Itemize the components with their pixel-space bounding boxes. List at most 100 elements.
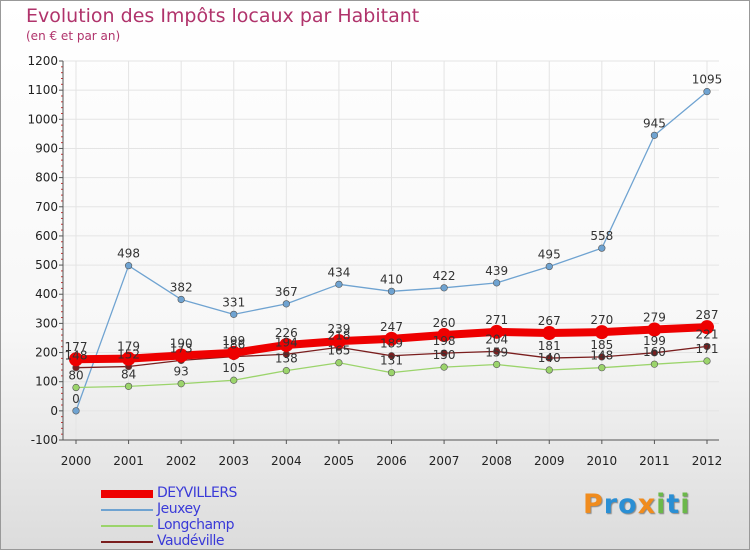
x-tick-label: 2007 bbox=[429, 454, 460, 468]
data-point bbox=[282, 300, 290, 308]
data-point bbox=[703, 88, 711, 96]
legend-label-deyvillers: DEYVILLERS bbox=[157, 485, 237, 501]
data-label: 410 bbox=[380, 272, 403, 286]
data-label: 267 bbox=[538, 314, 561, 328]
x-tick-label: 2009 bbox=[534, 454, 565, 468]
data-label: 138 bbox=[275, 352, 298, 366]
y-tick-label: 1100 bbox=[27, 83, 58, 97]
data-label: 131 bbox=[380, 354, 403, 368]
data-label: 185 bbox=[590, 338, 613, 352]
data-point bbox=[703, 342, 711, 351]
data-label: 558 bbox=[590, 229, 613, 243]
data-point bbox=[282, 367, 290, 375]
y-tick-label: -100 bbox=[31, 433, 58, 447]
data-label: 179 bbox=[117, 340, 140, 354]
y-tick-label: 800 bbox=[35, 171, 58, 185]
proxiti-logo: Proxiti bbox=[583, 489, 691, 520]
data-label: 84 bbox=[121, 367, 136, 381]
data-label: 199 bbox=[643, 334, 666, 348]
logo-letter: i bbox=[680, 489, 691, 520]
x-tick-label: 2005 bbox=[324, 454, 355, 468]
data-point bbox=[598, 364, 606, 372]
legend-label-longchamp: Longchamp bbox=[157, 517, 235, 533]
chart-title: Evolution des Impôts locaux par Habitant bbox=[26, 5, 420, 27]
logo-letter: x bbox=[637, 489, 657, 520]
data-point bbox=[331, 334, 346, 349]
data-point bbox=[700, 320, 714, 335]
x-tick-label: 2011 bbox=[639, 454, 670, 468]
x-tick-label: 2010 bbox=[587, 454, 618, 468]
data-label: 247 bbox=[380, 320, 403, 334]
series-layer bbox=[69, 88, 714, 415]
data-point bbox=[72, 407, 80, 415]
data-label: 260 bbox=[433, 316, 456, 330]
series-deyvillers bbox=[69, 320, 714, 367]
y-tick-label: 200 bbox=[35, 346, 58, 360]
data-label: 148 bbox=[65, 349, 88, 363]
data-label: 194 bbox=[275, 335, 298, 349]
data-point bbox=[440, 349, 448, 357]
data-point bbox=[72, 383, 80, 392]
data-point bbox=[594, 325, 609, 340]
data-label: 331 bbox=[222, 295, 245, 309]
data-point bbox=[493, 347, 501, 355]
logo-letter: i bbox=[656, 489, 667, 520]
data-label: 80 bbox=[68, 369, 83, 383]
grid bbox=[63, 60, 719, 441]
data-label: 239 bbox=[327, 322, 350, 336]
data-label: 199 bbox=[222, 334, 245, 348]
y-tick-label: 600 bbox=[35, 229, 58, 243]
x-tick-label: 2006 bbox=[376, 454, 407, 468]
data-point bbox=[279, 337, 294, 352]
data-point bbox=[493, 360, 501, 369]
data-point bbox=[598, 353, 606, 361]
data-label: 204 bbox=[485, 332, 508, 346]
data-point bbox=[437, 328, 452, 343]
axes bbox=[59, 60, 719, 444]
data-label: 221 bbox=[696, 327, 719, 341]
data-point bbox=[335, 359, 343, 367]
data-label: 148 bbox=[590, 349, 613, 363]
data-label: 198 bbox=[433, 334, 456, 348]
data-point bbox=[174, 348, 189, 363]
data-point bbox=[387, 369, 396, 377]
data-label: 434 bbox=[327, 265, 350, 279]
data-label: 140 bbox=[538, 351, 561, 365]
data-label: 190 bbox=[170, 336, 193, 350]
data-point bbox=[124, 262, 133, 270]
y-tick-label: 400 bbox=[35, 287, 58, 301]
data-label: 152 bbox=[117, 348, 140, 362]
data-point bbox=[545, 366, 553, 374]
data-label: 382 bbox=[170, 280, 193, 294]
data-label: 189 bbox=[380, 337, 403, 351]
data-point bbox=[226, 345, 241, 360]
y-tick-label: 1200 bbox=[27, 54, 58, 68]
data-label: 279 bbox=[643, 311, 666, 325]
x-tick-label: 2001 bbox=[113, 454, 144, 468]
data-point bbox=[335, 280, 343, 288]
logo-letter: t bbox=[666, 489, 681, 520]
data-point bbox=[545, 262, 553, 271]
legend-swatch-vaudeville bbox=[101, 541, 153, 543]
y-tick-label: 0 bbox=[50, 404, 58, 418]
data-label: 287 bbox=[696, 308, 719, 322]
data-point bbox=[440, 363, 448, 371]
data-label: 177 bbox=[65, 340, 88, 354]
data-label: 439 bbox=[485, 264, 508, 278]
data-label: 270 bbox=[590, 313, 613, 327]
logo-letter: P bbox=[583, 489, 604, 520]
series-longchamp bbox=[72, 357, 711, 392]
data-label: 495 bbox=[538, 248, 561, 262]
data-point bbox=[124, 382, 133, 390]
data-point bbox=[69, 352, 83, 367]
data-point bbox=[440, 284, 448, 292]
data-point bbox=[493, 279, 501, 287]
logo-letter: o bbox=[618, 489, 638, 520]
data-label: 945 bbox=[643, 116, 666, 130]
legend-swatch-deyvillers bbox=[101, 490, 153, 498]
data-label: 105 bbox=[222, 361, 245, 375]
x-tick-label: 2000 bbox=[61, 454, 92, 468]
y-tick-label: 1000 bbox=[27, 112, 58, 126]
data-label: 498 bbox=[117, 247, 140, 261]
